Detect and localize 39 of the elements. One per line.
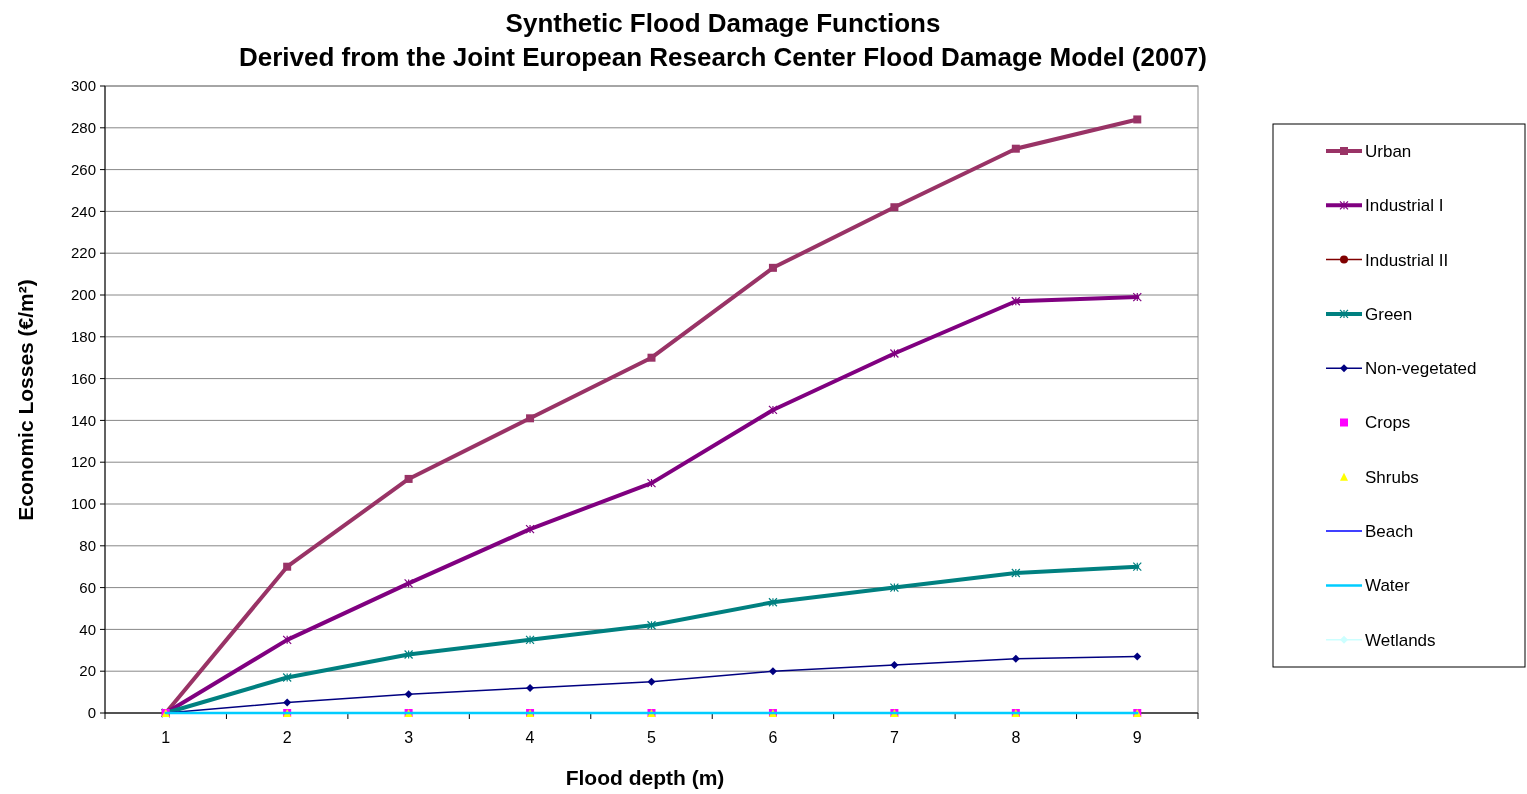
legend-label: Wetlands — [1365, 630, 1436, 650]
x-tick-label: 1 — [161, 729, 171, 746]
chart-title: Synthetic Flood Damage Functions — [505, 8, 941, 38]
x-tick-label: 7 — [889, 729, 899, 746]
x-tick-label: 9 — [1132, 729, 1142, 746]
y-tick-label: 180 — [70, 328, 96, 346]
y-tick-label: 160 — [70, 369, 96, 387]
legend-label: Crops — [1365, 413, 1411, 433]
x-tick-label: 3 — [404, 729, 414, 746]
y-tick-label: 260 — [70, 160, 96, 178]
y-tick-label: 240 — [70, 202, 96, 220]
x-tick-label: 5 — [647, 729, 657, 746]
y-tick-label: 20 — [79, 662, 96, 680]
legend-label: Green — [1365, 304, 1413, 324]
legend-label: Shrubs — [1365, 467, 1419, 487]
y-axis-title: Economic Losses (€/m²) — [14, 279, 37, 521]
x-tick-label: 8 — [1011, 729, 1021, 746]
legend-label: Beach — [1365, 522, 1414, 542]
x-tick-label: 6 — [768, 729, 778, 746]
x-tick-label: 2 — [282, 729, 292, 746]
y-tick-label: 140 — [70, 411, 96, 429]
legend-label: Non-vegetated — [1365, 359, 1477, 379]
y-tick-label: 100 — [70, 495, 96, 513]
y-tick-label: 40 — [79, 620, 96, 638]
y-tick-label: 60 — [79, 578, 96, 596]
x-tick-label: 4 — [525, 729, 535, 746]
y-tick-label: 280 — [70, 119, 96, 137]
chart-subtitle: Derived from the Joint European Research Center Flood Damage Model (2007) — [238, 42, 1208, 72]
legend-label: Industrial II — [1365, 250, 1449, 270]
y-tick-label: 300 — [70, 77, 96, 95]
x-axis-title: Flood depth (m) — [565, 766, 725, 789]
y-tick-label: 80 — [79, 537, 96, 555]
y-tick-label: 120 — [70, 453, 96, 471]
y-tick-label: 200 — [70, 286, 96, 304]
legend-label: Urban — [1365, 141, 1412, 161]
legend-label: Industrial I — [1365, 196, 1444, 216]
y-tick-label: 220 — [70, 244, 96, 262]
y-tick-label: 0 — [87, 704, 96, 722]
legend-label: Water — [1365, 576, 1411, 596]
